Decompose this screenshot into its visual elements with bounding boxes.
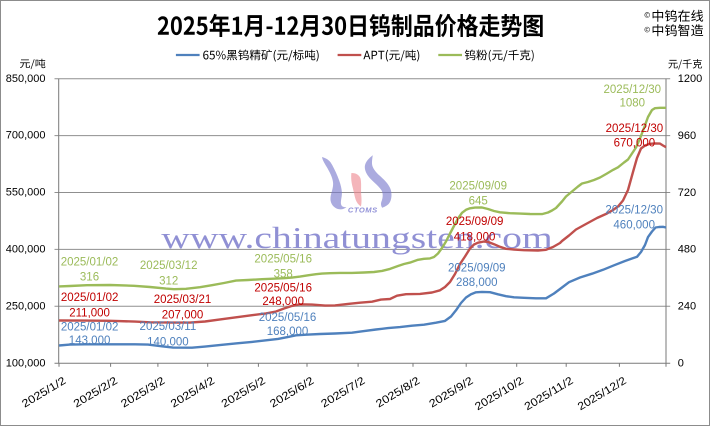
svg-text:2025/03/11: 2025/03/11 (140, 321, 197, 333)
svg-text:960: 960 (678, 130, 696, 142)
svg-text:168,000: 168,000 (267, 326, 309, 338)
svg-text:248,000: 248,000 (262, 296, 304, 308)
svg-text:2025/09/09: 2025/09/09 (449, 180, 507, 192)
svg-text:2025/03/12: 2025/03/12 (140, 260, 198, 272)
svg-text:312: 312 (159, 275, 178, 287)
svg-text:2025/12/30: 2025/12/30 (606, 123, 664, 135)
svg-text:250,000: 250,000 (6, 300, 46, 312)
svg-text:2025/01/02: 2025/01/02 (61, 257, 119, 269)
svg-text:850,000: 850,000 (6, 73, 46, 85)
svg-text:358: 358 (274, 269, 293, 281)
svg-text:CTOMS: CTOMS (348, 205, 378, 214)
svg-text:2025/03/21: 2025/03/21 (154, 294, 212, 306)
svg-text:418,000: 418,000 (454, 231, 496, 243)
svg-text:2025/05/16: 2025/05/16 (254, 283, 312, 295)
svg-text:2025/05/16: 2025/05/16 (254, 254, 312, 266)
svg-text:211,000: 211,000 (69, 308, 110, 320)
svg-text:400,000: 400,000 (6, 244, 46, 256)
svg-text:645: 645 (469, 196, 488, 208)
svg-text:143,000: 143,000 (69, 335, 111, 347)
svg-text:288,000: 288,000 (456, 277, 498, 289)
svg-text:140,000: 140,000 (147, 336, 189, 348)
svg-text:207,000: 207,000 (162, 309, 204, 321)
svg-text:2025/09/09: 2025/09/09 (448, 263, 506, 275)
svg-text:240: 240 (678, 301, 696, 313)
svg-text:1200: 1200 (678, 73, 702, 85)
svg-text:480: 480 (678, 244, 696, 256)
svg-text:2025/01/02: 2025/01/02 (61, 322, 119, 334)
svg-text:2025/01/02: 2025/01/02 (61, 292, 119, 304)
svg-text:2025/12/30: 2025/12/30 (605, 205, 663, 217)
svg-text:550,000: 550,000 (6, 187, 46, 199)
svg-text:1080: 1080 (620, 98, 646, 110)
svg-text:670,000: 670,000 (614, 138, 656, 150)
svg-text:0: 0 (678, 358, 684, 370)
svg-text:316: 316 (80, 272, 99, 284)
svg-text:2025/05/16: 2025/05/16 (259, 312, 317, 324)
svg-text:2025/12/30: 2025/12/30 (604, 84, 662, 96)
svg-text:www.chinatungsten.com: www.chinatungsten.com (161, 220, 553, 254)
svg-text:720: 720 (678, 187, 696, 199)
svg-text:460,000: 460,000 (613, 220, 655, 232)
svg-text:2025/09/09: 2025/09/09 (446, 216, 504, 228)
svg-text:100,000: 100,000 (6, 357, 46, 369)
svg-text:700,000: 700,000 (6, 130, 46, 142)
